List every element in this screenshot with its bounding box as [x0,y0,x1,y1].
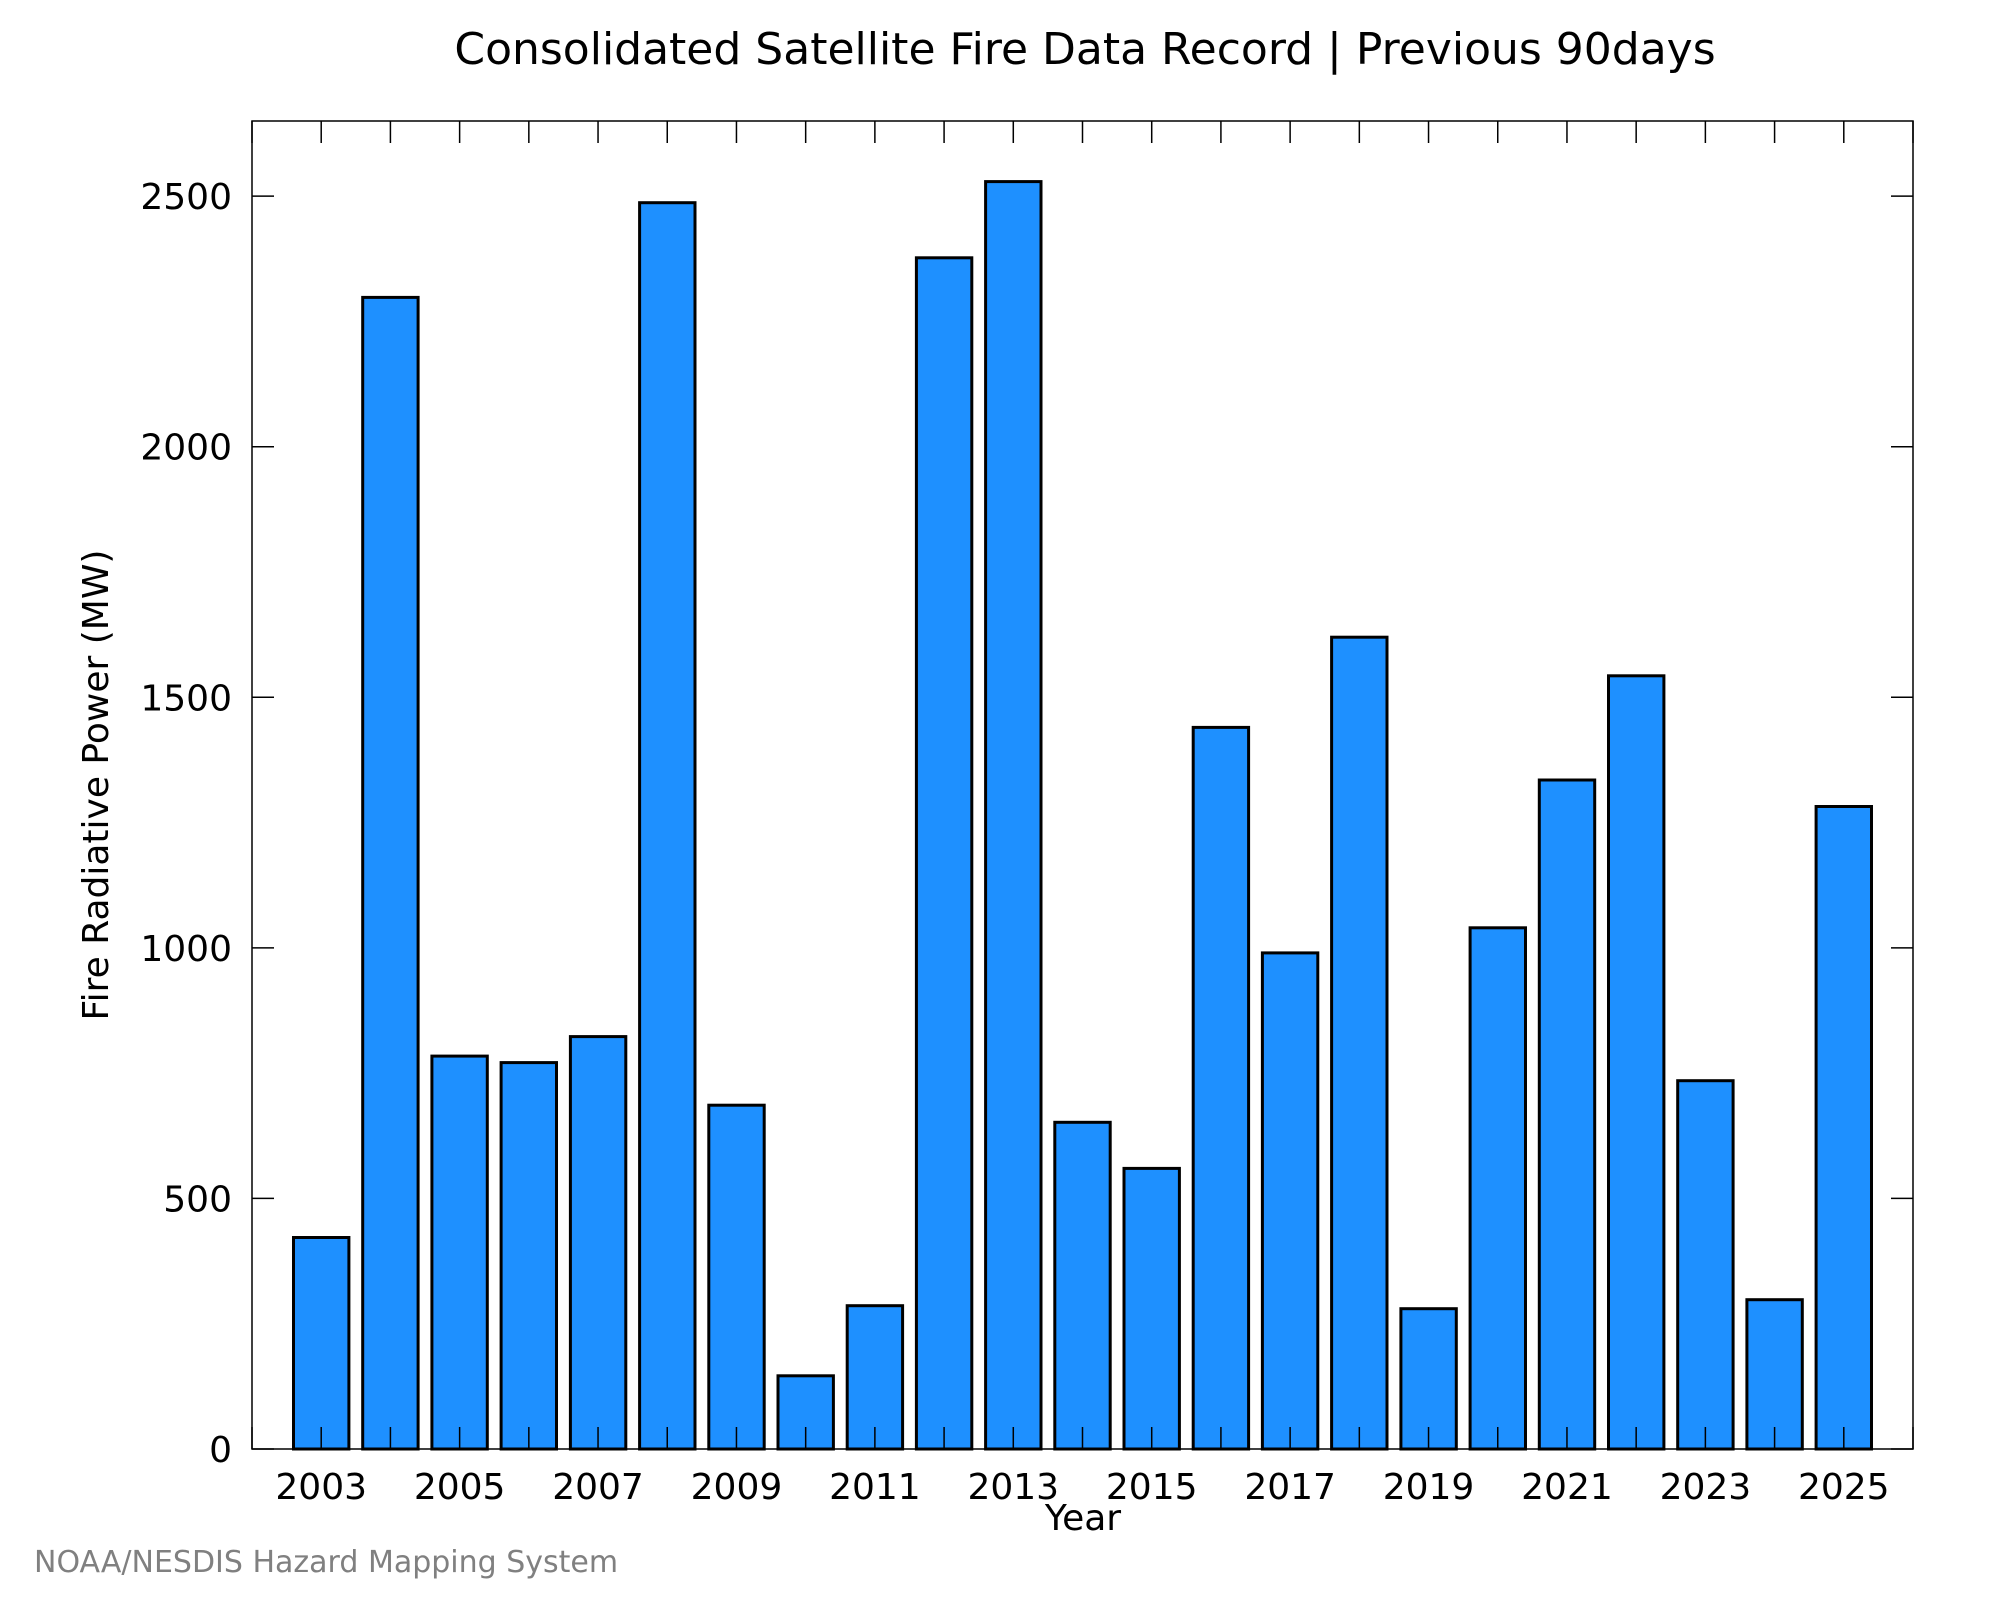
bar-2022 [1607,674,1666,1451]
x-tick-label: 2023 [1660,1467,1752,1508]
x-tick-label: 2005 [414,1467,506,1508]
bar-2018 [1330,635,1389,1451]
x-tick-label: 2015 [1106,1467,1198,1508]
bar-2020 [1468,926,1527,1451]
bar-2021 [1537,778,1597,1451]
bar-2009 [707,1103,766,1451]
source-credit: NOAA/NESDIS Hazard Mapping System [34,1545,618,1580]
x-tick-label: 2019 [1383,1467,1475,1508]
bar-2014 [1053,1120,1112,1451]
x-axis-label: Year [1044,1498,1121,1539]
y-axis: 0 500 1000 1500 2000 2500 [140,177,1913,1471]
bar-2007 [568,1035,628,1451]
y-tick-label: 2500 [140,177,232,218]
x-tick-label: 2007 [552,1467,644,1508]
x-tick-label: 2003 [275,1467,367,1508]
bar-2024 [1745,1298,1804,1451]
bar-2023 [1676,1079,1735,1451]
bar-2017 [1260,951,1320,1451]
y-tick-label: 500 [163,1179,232,1220]
x-tick-label: 2017 [1244,1467,1336,1508]
bar-2016 [1191,725,1251,1451]
x-tick-label: 2011 [829,1467,921,1508]
bar-2015 [1122,1166,1181,1451]
bar-2004 [361,295,420,1451]
y-axis-label: Fire Radiative Power (MW) [76,550,117,1021]
x-tick-label: 2013 [967,1467,1059,1508]
x-tick-label: 2009 [691,1467,783,1508]
x-axis: 2003 2005 2007 2009 2011 2013 2015 2017 2019 2021… [251,121,1914,1508]
bar-2013 [984,180,1043,1451]
bar-2003 [292,1236,351,1451]
y-tick-label: 1000 [140,929,232,970]
x-tick-label: 2025 [1798,1467,1890,1508]
chart-title: Consolidated Satellite Fire Data Record … [454,24,1715,75]
bar-2025 [1814,805,1873,1451]
bar-2006 [499,1061,559,1451]
bar-2012 [914,256,974,1451]
y-tick-label: 0 [209,1430,232,1471]
bar-2005 [430,1054,489,1451]
bars [292,180,1873,1451]
bar-2008 [638,201,697,1451]
x-tick-label: 2021 [1521,1467,1613,1508]
y-tick-label: 2000 [140,428,232,469]
y-tick-label: 1500 [140,678,232,719]
